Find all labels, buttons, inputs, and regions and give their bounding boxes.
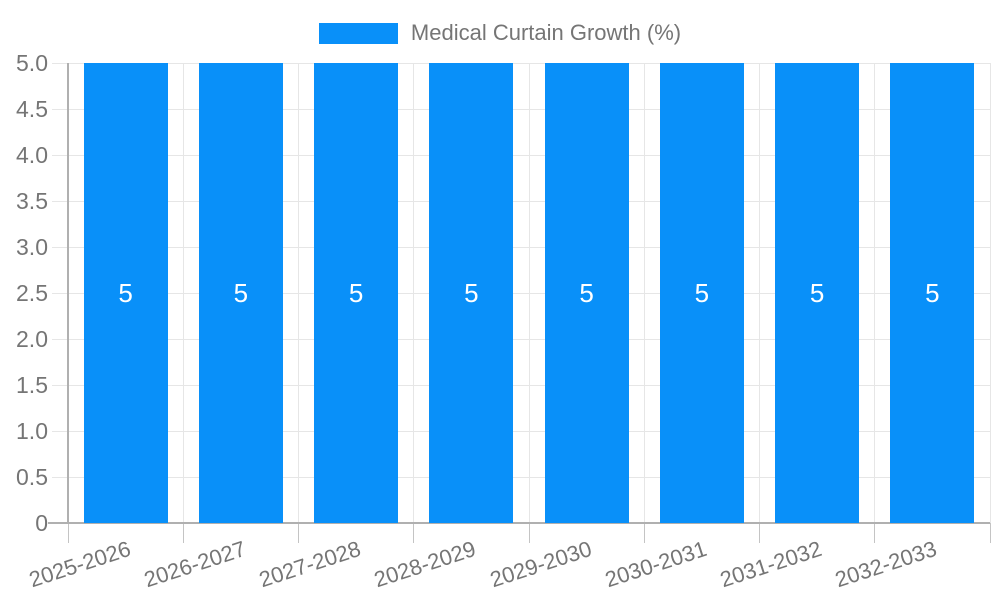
bar[interactable] (198, 63, 283, 523)
bar-value-label: 5 (464, 278, 479, 308)
bar[interactable] (314, 63, 399, 523)
y-axis-tick-label: 0 (35, 510, 48, 536)
bar[interactable] (659, 63, 744, 523)
y-axis-tick-label: 0.5 (16, 464, 48, 490)
y-axis-tick-label: 1.0 (16, 418, 48, 444)
grid-line-horizontal (52, 430, 990, 432)
chart-legend: Medical Curtain Growth (%) (0, 18, 1000, 48)
bar[interactable] (544, 63, 629, 523)
x-axis-line (48, 522, 990, 524)
bar[interactable] (429, 63, 514, 523)
grid-line-horizontal (52, 384, 990, 386)
bar-value-label: 5 (694, 278, 710, 308)
x-axis-tick-mark (643, 523, 645, 543)
x-axis-tick-mark (759, 523, 760, 543)
grid-line-vertical (989, 63, 991, 523)
x-axis-tick-mark (182, 523, 184, 543)
grid-line-vertical (759, 63, 760, 523)
x-axis-tick-mark (528, 523, 530, 543)
grid-line-vertical (643, 63, 645, 523)
x-axis-tick-mark (413, 523, 415, 543)
y-axis-tick-label: 3.0 (16, 234, 48, 260)
grid-line-horizontal (52, 154, 990, 156)
y-axis-tick-label: 2.5 (16, 280, 48, 306)
grid-line-vertical (298, 63, 299, 523)
y-axis-tick-label: 4.5 (16, 96, 48, 122)
bar-value-label: 5 (809, 278, 825, 308)
y-axis-tick-label: 4.0 (16, 142, 48, 168)
x-axis-tick-mark (874, 523, 876, 543)
grid-line-horizontal (52, 338, 990, 340)
bar-value-label: 5 (118, 278, 133, 308)
bar-value-label: 5 (233, 278, 249, 308)
bar[interactable] (890, 63, 975, 523)
y-axis-tick-label: 1.5 (16, 372, 48, 398)
bar-value-label: 5 (348, 278, 364, 308)
grid-line-horizontal (52, 200, 990, 202)
bar-value-label: 5 (579, 278, 594, 308)
grid-line-vertical (413, 63, 415, 523)
legend-label: Medical Curtain Growth (%) (410, 20, 682, 45)
grid-line-horizontal (52, 108, 990, 110)
grid-line-horizontal (52, 476, 990, 478)
y-axis-tick-label: 5.0 (16, 50, 48, 76)
grid-line-horizontal (52, 246, 990, 248)
bar[interactable] (83, 63, 168, 523)
x-axis-tick-mark (67, 523, 69, 543)
legend-swatch (318, 22, 398, 44)
grid-line-vertical (182, 63, 184, 523)
grid-line-vertical (528, 63, 530, 523)
grid-line-horizontal (52, 292, 990, 294)
bar-value-label: 5 (925, 278, 940, 308)
grid-line-vertical (874, 63, 876, 523)
y-axis-line (67, 63, 69, 523)
y-axis-tick-label: 3.5 (16, 188, 48, 214)
x-axis-tick-mark (298, 523, 299, 543)
y-axis-tick-label: 2.0 (16, 326, 48, 352)
bar[interactable] (775, 63, 860, 523)
grid-line-horizontal (52, 62, 990, 64)
x-axis-tick-mark (989, 523, 991, 543)
